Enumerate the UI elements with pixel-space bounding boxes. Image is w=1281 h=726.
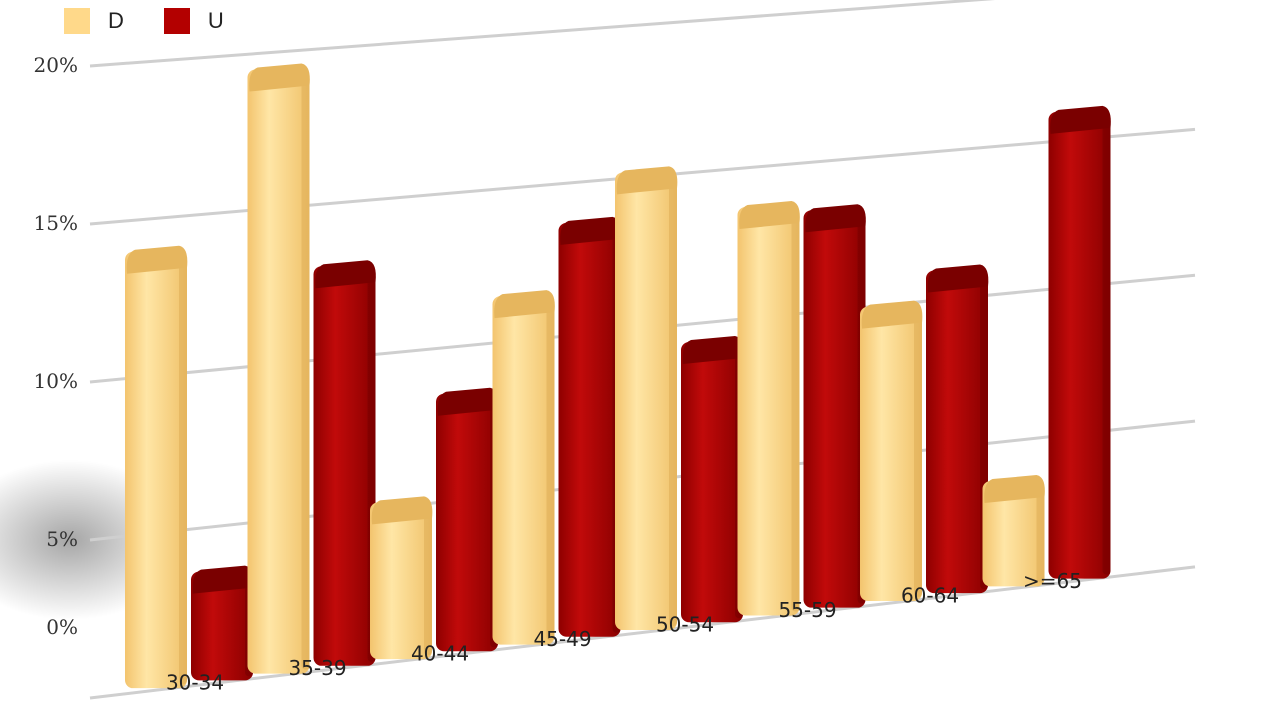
legend-item-u: U <box>163 8 224 34</box>
bar-cap <box>437 387 499 416</box>
x-tick-label: 55-59 <box>778 598 836 622</box>
legend-swatch-u <box>163 8 190 34</box>
legend-label-d: D <box>108 8 124 33</box>
bar-body <box>558 222 621 637</box>
bar-d-55-59 <box>737 201 800 616</box>
bar-body <box>492 296 555 645</box>
bar-u->=65 <box>1048 105 1111 579</box>
bar-d-30-34 <box>125 245 188 689</box>
bar-cap <box>560 216 621 245</box>
legend-label-u: U <box>207 8 224 33</box>
gridline <box>89 0 996 68</box>
bar-body <box>860 306 922 601</box>
y-tick-label: 0% <box>46 615 78 639</box>
y-tick-label: 10% <box>34 369 78 393</box>
bar-u-60-64 <box>926 264 989 594</box>
bar-cap <box>1050 105 1111 134</box>
bar-body <box>247 69 310 674</box>
bar-body <box>436 393 498 652</box>
bar-d-50-54 <box>615 166 678 631</box>
bar-d-60-64 <box>860 300 923 601</box>
bar-side <box>301 73 310 670</box>
x-tick-label: 40-44 <box>411 641 469 665</box>
x-tick-label: >=65 <box>1023 569 1082 593</box>
bar-body <box>803 210 866 608</box>
bar-side <box>179 255 187 685</box>
bar-body <box>125 251 187 689</box>
bar-body <box>926 270 988 594</box>
bar-cap <box>616 166 678 195</box>
bar-d-45-49 <box>492 290 555 645</box>
bar-cap <box>249 63 310 92</box>
bar-d->=65 <box>982 475 1045 587</box>
x-tick-label: 45-49 <box>533 627 591 651</box>
y-tick-label: 15% <box>34 211 78 235</box>
x-tick-label: 50-54 <box>656 612 714 636</box>
bar-cap <box>371 496 433 525</box>
bar-body <box>191 571 253 681</box>
bar-side <box>791 211 800 612</box>
bar-body <box>737 207 800 616</box>
bar-body <box>1048 111 1111 579</box>
bar-side <box>1102 115 1111 575</box>
bar-u-30-34 <box>191 565 254 681</box>
bar-cap <box>494 290 555 319</box>
legend-swatch-d <box>64 8 90 34</box>
bar-cap <box>126 245 188 274</box>
bar-cap <box>192 565 254 594</box>
bar-u-55-59 <box>803 204 866 608</box>
bar-body <box>615 172 677 631</box>
bar-side <box>546 300 555 641</box>
legend: D U <box>64 8 264 34</box>
bar-cap <box>984 475 1045 504</box>
bar-body <box>313 266 376 666</box>
bar-cap <box>315 260 376 289</box>
bar-u-35-39 <box>313 260 376 666</box>
bar-u-40-44 <box>436 387 499 652</box>
bar-cap <box>682 336 744 365</box>
legend-item-d: D <box>64 8 124 34</box>
bar-d-40-44 <box>370 496 433 660</box>
bar-d-35-39 <box>247 63 310 674</box>
bar-u-45-49 <box>558 216 621 637</box>
bar-side <box>669 176 677 627</box>
bar-body <box>370 502 432 660</box>
bar-side <box>914 310 922 597</box>
bar-side <box>424 506 432 656</box>
x-tick-label: 60-64 <box>901 583 959 607</box>
x-tick-label: 35-39 <box>288 656 346 680</box>
x-tick-label: 30-34 <box>166 671 224 695</box>
bar-cap <box>927 264 989 293</box>
bar-u-50-54 <box>681 336 744 623</box>
gridline <box>89 565 1196 700</box>
bar-cap <box>739 201 800 230</box>
bar-cap <box>805 204 866 233</box>
bar-body <box>681 342 743 623</box>
y-tick-label: 5% <box>46 527 78 551</box>
bar-side <box>1036 485 1045 583</box>
bar-body <box>982 481 1045 587</box>
bar-cap <box>861 300 923 329</box>
y-tick-label: 20% <box>34 53 78 77</box>
